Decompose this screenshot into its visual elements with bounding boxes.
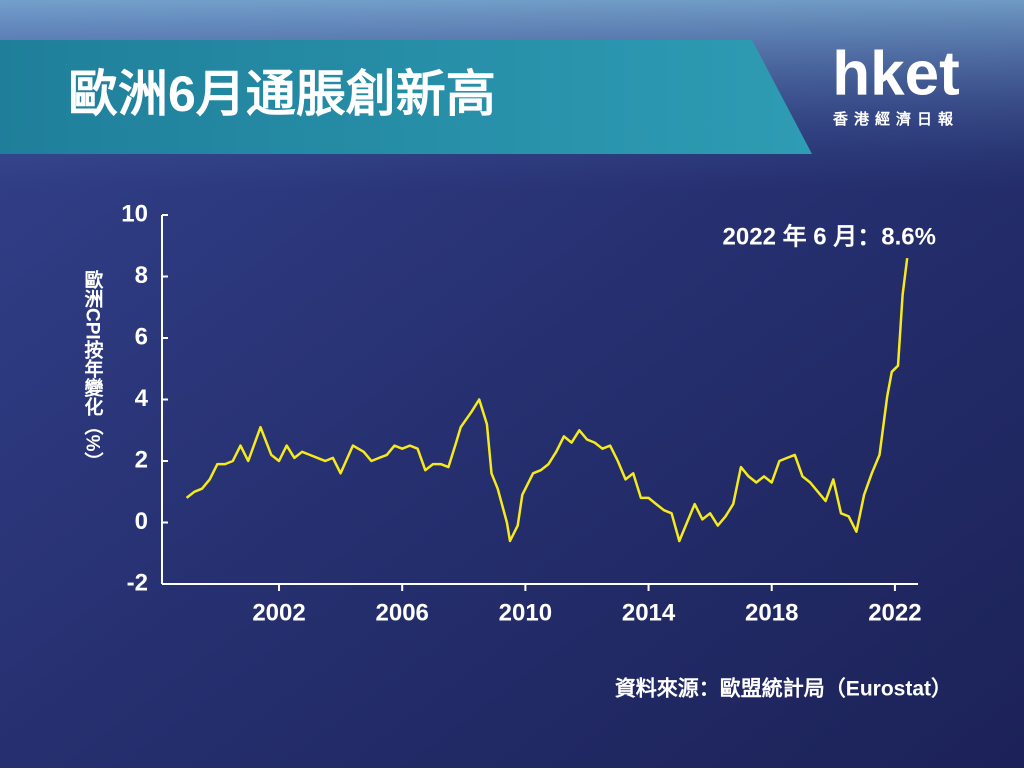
x-tick-label: 2022: [868, 599, 921, 626]
y-tick-label: 4: [135, 385, 149, 412]
y-axis-label: 歐洲CPI按年變化（%）: [82, 269, 104, 471]
logo-name: hket: [832, 39, 959, 108]
source-note: 資料來源：歐盟統計局（Eurostat）: [615, 677, 952, 701]
y-tick-label: 0: [135, 508, 148, 535]
x-tick-label: 2010: [499, 599, 552, 626]
y-tick-label: 2: [135, 446, 148, 473]
x-tick-label: 2014: [622, 599, 676, 626]
chart-title: 歐洲6月通脹創新高: [68, 66, 496, 122]
title-banner: [0, 40, 812, 154]
y-tick-label: 10: [121, 200, 148, 227]
x-tick-label: 2018: [745, 599, 798, 626]
data-line: [185, 257, 909, 543]
annotation: 2022 年 6 月：8.6%: [723, 222, 936, 250]
logo-tagline: 香港經濟日報: [833, 110, 959, 128]
x-tick-label: 2002: [252, 599, 305, 626]
y-tick-label: 8: [135, 262, 148, 289]
x-tick-label: 2006: [376, 599, 429, 626]
y-tick-label: 6: [135, 323, 148, 350]
y-tick-label: -2: [127, 569, 148, 596]
